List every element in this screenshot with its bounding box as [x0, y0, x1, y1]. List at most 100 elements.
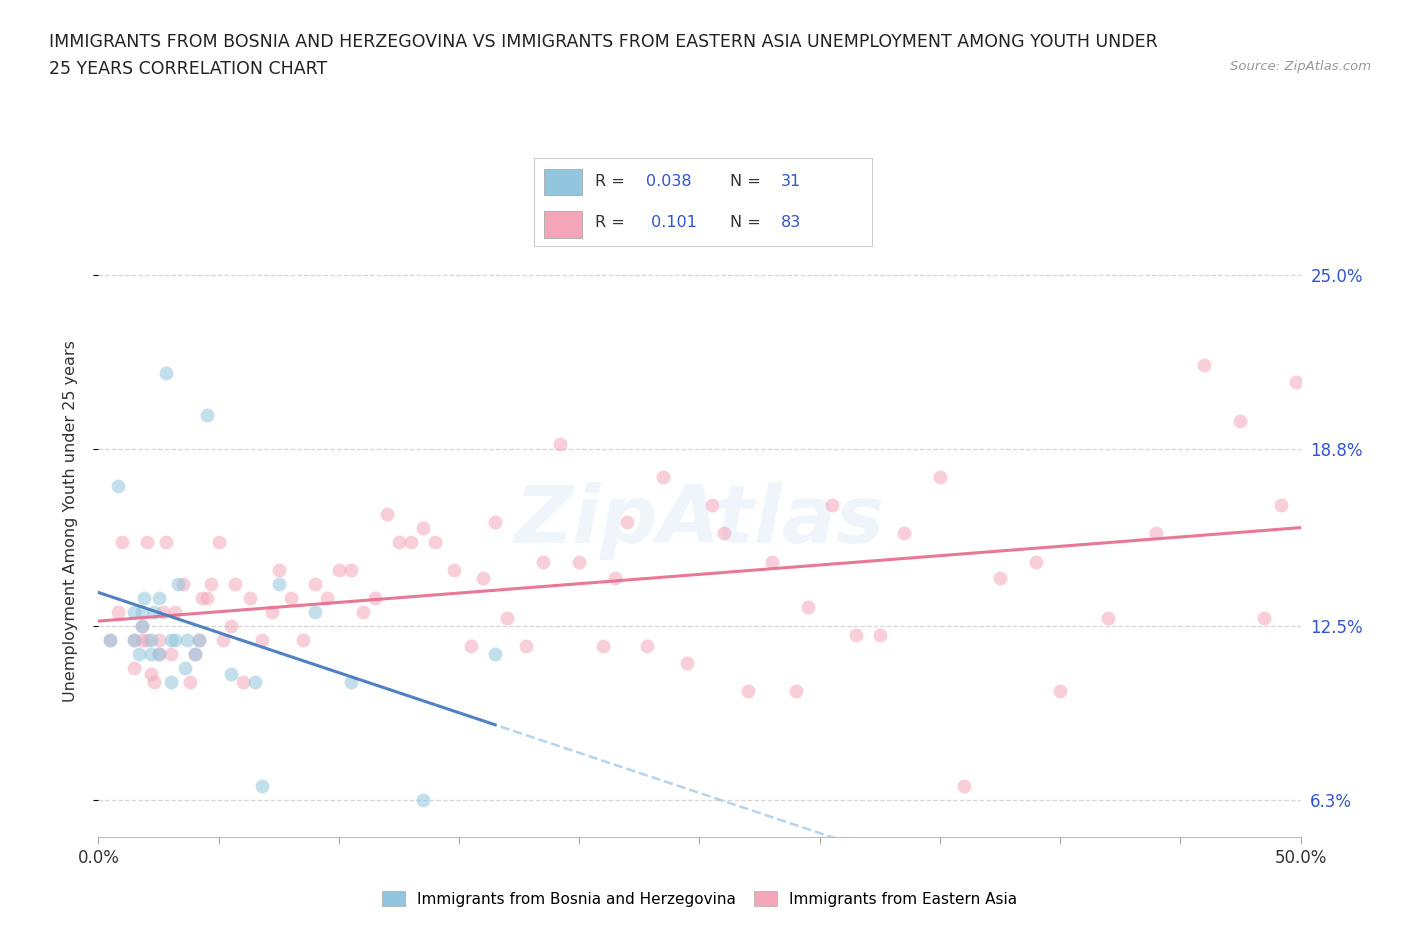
Point	[183, 647, 205, 662]
Point	[1194, 357, 1216, 372]
Point	[340, 675, 363, 690]
Point	[148, 647, 170, 662]
Point	[548, 436, 571, 451]
Y-axis label: Unemployment Among Youth under 25 years: Unemployment Among Youth under 25 years	[63, 339, 77, 702]
Point	[1144, 526, 1167, 541]
Point	[131, 604, 153, 619]
Point	[124, 632, 146, 647]
Point	[148, 632, 170, 647]
Point	[399, 535, 422, 550]
Point	[928, 470, 950, 485]
Point	[219, 618, 242, 633]
Point	[188, 632, 211, 647]
Point	[388, 535, 411, 550]
Point	[515, 638, 537, 653]
Point	[821, 498, 844, 512]
Point	[100, 632, 122, 647]
Point	[700, 498, 723, 512]
Point	[340, 563, 363, 578]
Point	[195, 408, 218, 423]
Point	[352, 604, 374, 619]
Point	[243, 675, 266, 690]
Point	[893, 526, 915, 541]
Point	[100, 632, 122, 647]
Point	[195, 591, 218, 605]
Point	[592, 638, 614, 653]
Point	[412, 793, 434, 808]
Point	[219, 667, 242, 682]
Point	[107, 478, 129, 493]
Point	[304, 604, 326, 619]
Point	[141, 667, 163, 682]
Point	[1229, 414, 1251, 429]
Point	[375, 506, 398, 521]
Point	[250, 779, 273, 794]
Point	[172, 577, 194, 591]
Point	[132, 591, 155, 605]
Point	[412, 521, 434, 536]
Point	[713, 526, 735, 541]
Point	[953, 779, 976, 794]
Point	[280, 591, 302, 605]
Text: 0.038: 0.038	[645, 175, 692, 190]
Point	[142, 675, 165, 690]
Point	[568, 554, 591, 569]
Point	[159, 632, 181, 647]
Point	[148, 647, 170, 662]
Point	[135, 632, 157, 647]
Text: IMMIGRANTS FROM BOSNIA AND HERZEGOVINA VS IMMIGRANTS FROM EASTERN ASIA UNEMPLOYM: IMMIGRANTS FROM BOSNIA AND HERZEGOVINA V…	[49, 33, 1159, 50]
Point	[159, 675, 181, 690]
Point	[250, 632, 273, 647]
Point	[107, 604, 129, 619]
Point	[443, 563, 465, 578]
Point	[224, 577, 246, 591]
FancyBboxPatch shape	[544, 211, 582, 238]
Point	[212, 632, 235, 647]
Point	[165, 604, 187, 619]
Text: N =: N =	[730, 215, 761, 230]
Point	[152, 604, 174, 619]
Point	[148, 591, 170, 605]
Text: Source: ZipAtlas.com: Source: ZipAtlas.com	[1230, 60, 1371, 73]
Point	[131, 618, 153, 633]
Point	[472, 571, 495, 586]
Point	[155, 365, 177, 380]
Point	[605, 571, 627, 586]
Point	[484, 515, 506, 530]
Point	[315, 591, 337, 605]
Point	[174, 661, 197, 676]
Point	[636, 638, 658, 653]
Point	[484, 647, 506, 662]
Point	[131, 632, 153, 647]
Legend: Immigrants from Bosnia and Herzegovina, Immigrants from Eastern Asia: Immigrants from Bosnia and Herzegovina, …	[377, 887, 1022, 911]
Point	[124, 661, 146, 676]
Point	[165, 632, 187, 647]
Point	[1049, 684, 1071, 698]
Point	[111, 535, 134, 550]
Point	[1270, 498, 1292, 512]
Point	[1253, 610, 1275, 625]
Point	[291, 632, 314, 647]
Point	[141, 632, 163, 647]
Point	[423, 535, 446, 550]
Point	[124, 632, 146, 647]
Text: R =: R =	[595, 215, 624, 230]
Point	[183, 647, 205, 662]
Point	[267, 563, 290, 578]
Text: 31: 31	[780, 175, 801, 190]
Point	[364, 591, 387, 605]
Point	[785, 684, 807, 698]
Point	[159, 647, 181, 662]
Point	[988, 571, 1011, 586]
Point	[761, 554, 783, 569]
Text: ZipAtlas: ZipAtlas	[515, 482, 884, 560]
Point	[304, 577, 326, 591]
Point	[191, 591, 214, 605]
Text: 25 YEARS CORRELATION CHART: 25 YEARS CORRELATION CHART	[49, 60, 328, 78]
Point	[260, 604, 283, 619]
Point	[267, 577, 290, 591]
Point	[239, 591, 262, 605]
Point	[616, 515, 638, 530]
Point	[1097, 610, 1119, 625]
Point	[869, 627, 891, 642]
